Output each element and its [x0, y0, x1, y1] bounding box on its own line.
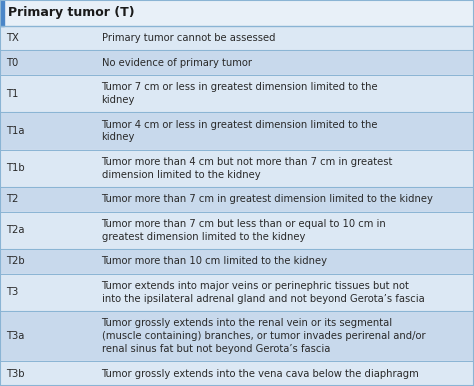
Text: Tumor 7 cm or less in greatest dimension limited to the: Tumor 7 cm or less in greatest dimension…	[101, 82, 378, 92]
Text: Primary tumor (T): Primary tumor (T)	[8, 6, 135, 19]
Text: TX: TX	[6, 33, 19, 43]
Text: Tumor extends into major veins or perinephric tissues but not: Tumor extends into major veins or perine…	[101, 281, 410, 291]
Text: (muscle containing) branches, or tumor invades perirenal and/or: (muscle containing) branches, or tumor i…	[101, 331, 425, 341]
Text: Tumor more than 4 cm but not more than 7 cm in greatest: Tumor more than 4 cm but not more than 7…	[101, 157, 393, 167]
Text: No evidence of primary tumor: No evidence of primary tumor	[101, 58, 252, 68]
Bar	[0, 212, 474, 249]
Bar	[0, 311, 474, 361]
Text: T2b: T2b	[6, 256, 25, 266]
Text: renal sinus fat but not beyond Gerota’s fascia: renal sinus fat but not beyond Gerota’s …	[101, 344, 330, 354]
Text: greatest dimension limited to the kidney: greatest dimension limited to the kidney	[101, 232, 305, 242]
Bar	[0, 361, 474, 386]
Text: Primary tumor cannot be assessed: Primary tumor cannot be assessed	[101, 33, 275, 43]
Text: T1b: T1b	[6, 163, 25, 173]
Bar	[0, 0, 4, 25]
Bar	[0, 75, 474, 112]
Text: Tumor more than 7 cm but less than or equal to 10 cm in: Tumor more than 7 cm but less than or eq…	[101, 219, 386, 229]
Text: T0: T0	[6, 58, 18, 68]
Text: T1a: T1a	[6, 126, 25, 136]
Text: T2a: T2a	[6, 225, 25, 235]
Bar	[0, 249, 474, 274]
Text: Tumor more than 10 cm limited to the kidney: Tumor more than 10 cm limited to the kid…	[101, 256, 328, 266]
Text: kidney: kidney	[101, 132, 135, 142]
Text: T1: T1	[6, 88, 18, 98]
Bar	[0, 274, 474, 311]
Text: T3b: T3b	[6, 369, 25, 379]
Text: dimension limited to the kidney: dimension limited to the kidney	[101, 170, 260, 180]
Text: Tumor 4 cm or less in greatest dimension limited to the: Tumor 4 cm or less in greatest dimension…	[101, 120, 378, 130]
Text: kidney: kidney	[101, 95, 135, 105]
Text: T3a: T3a	[6, 331, 24, 341]
Bar	[0, 0, 474, 25]
Text: into the ipsilateral adrenal gland and not beyond Gerota’s fascia: into the ipsilateral adrenal gland and n…	[101, 294, 424, 304]
Bar	[0, 50, 474, 75]
Text: T2: T2	[6, 195, 18, 205]
Text: T3: T3	[6, 288, 18, 298]
Bar	[0, 187, 474, 212]
Text: Tumor grossly extends into the vena cava below the diaphragm: Tumor grossly extends into the vena cava…	[101, 369, 419, 379]
Bar	[0, 25, 474, 50]
Text: Tumor more than 7 cm in greatest dimension limited to the kidney: Tumor more than 7 cm in greatest dimensi…	[101, 195, 433, 205]
Bar	[0, 150, 474, 187]
Bar	[0, 112, 474, 150]
Text: Tumor grossly extends into the renal vein or its segmental: Tumor grossly extends into the renal vei…	[101, 318, 392, 328]
